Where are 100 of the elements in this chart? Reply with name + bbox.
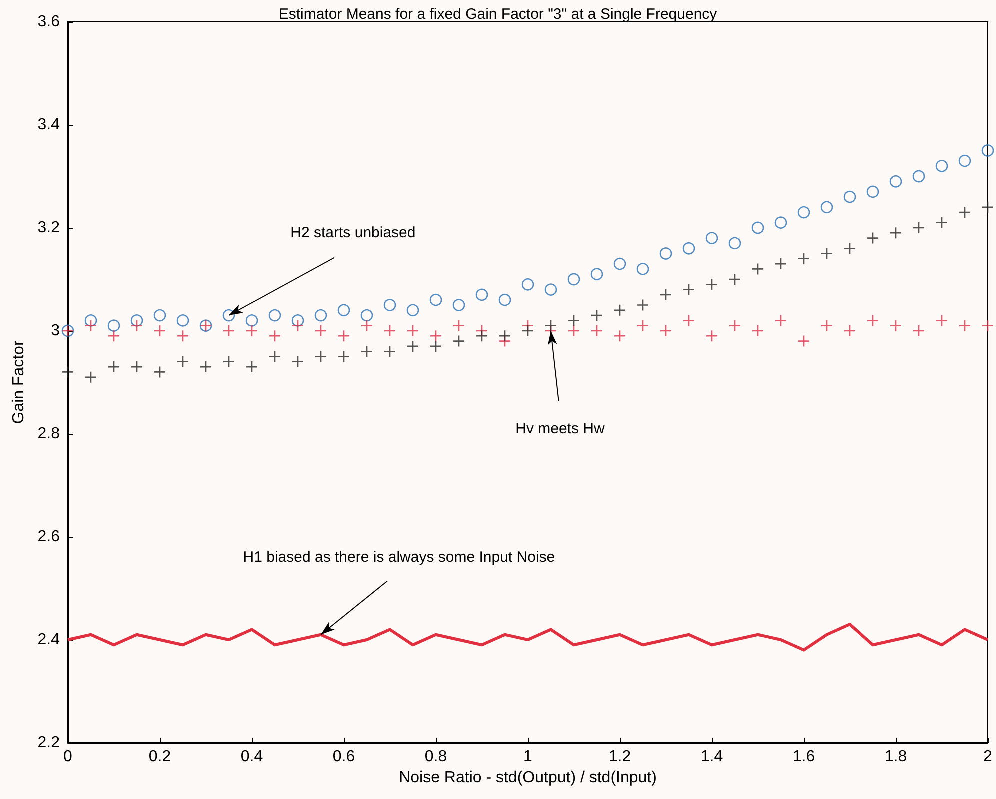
point [890, 227, 902, 240]
point [384, 324, 396, 338]
point [154, 324, 166, 338]
point [682, 242, 696, 255]
point [958, 206, 972, 219]
x-tick-label: 0.8 [424, 748, 448, 766]
x-tick-label: 1.6 [792, 748, 816, 766]
point [314, 309, 328, 322]
point [108, 360, 120, 374]
point [360, 320, 374, 332]
annotation: H1 biased as there is always some Input Noise [243, 549, 556, 566]
point [406, 324, 420, 338]
point [338, 304, 350, 317]
point [200, 360, 212, 374]
point [590, 309, 604, 322]
point [706, 278, 718, 291]
x-tick-label: 2 [984, 748, 993, 766]
point [154, 366, 166, 378]
point [866, 186, 880, 198]
point [176, 314, 190, 327]
point [222, 324, 236, 338]
point [752, 222, 764, 234]
point [958, 154, 972, 168]
point [338, 330, 350, 342]
point [430, 340, 442, 353]
point [222, 309, 236, 322]
point [982, 320, 994, 332]
point [268, 309, 282, 322]
x-tick-label: 1 [524, 748, 533, 766]
chart-title: Estimator Means for a fixed Gain Factor "3" at a Single Frequency [278, 6, 718, 23]
point [660, 288, 672, 302]
point [728, 320, 742, 332]
point [936, 216, 948, 229]
point [268, 350, 282, 363]
x-tick-label: 1.2 [608, 748, 632, 766]
point [176, 356, 190, 368]
point [590, 268, 604, 280]
x-tick-label: 1.8 [884, 748, 908, 766]
point [590, 324, 604, 338]
point [498, 330, 512, 342]
y-tick-label: 2.2 [38, 734, 60, 752]
y-axis-title: Gain Factor [10, 340, 28, 424]
point [406, 340, 420, 353]
point [268, 330, 282, 342]
y-tick-label: 2.4 [38, 632, 60, 648]
point [752, 263, 764, 276]
point [246, 360, 258, 374]
point [982, 201, 994, 214]
point [568, 273, 580, 286]
point [246, 324, 258, 338]
point [614, 304, 626, 317]
point [292, 314, 304, 327]
x-tick-label: 1.4 [700, 748, 724, 766]
point [452, 320, 466, 332]
point [292, 356, 304, 368]
point [568, 324, 580, 338]
x-tick-label: 0.6 [332, 748, 356, 766]
point [130, 360, 144, 374]
annotation: H2 starts unbiased [290, 224, 416, 242]
point [728, 273, 742, 286]
point [936, 160, 948, 172]
point [636, 299, 650, 312]
point [844, 190, 856, 204]
point [728, 237, 742, 250]
point [912, 222, 926, 234]
y-tick-label: 3.6 [38, 14, 60, 30]
x-tick-label: 0.4 [240, 748, 264, 766]
point [660, 248, 672, 260]
point [936, 314, 948, 327]
point [108, 330, 120, 342]
point [544, 320, 558, 332]
point [176, 330, 190, 342]
point [154, 309, 166, 322]
point [706, 232, 718, 244]
point [130, 320, 144, 332]
point [912, 170, 926, 183]
point [338, 350, 350, 363]
point [890, 320, 902, 332]
point [890, 176, 902, 188]
x-axis-title: Noise Ratio - std(Output) / std(Input) [399, 769, 657, 786]
point [866, 232, 880, 244]
point [774, 258, 788, 270]
point [384, 345, 396, 358]
point [982, 144, 994, 157]
point [844, 324, 856, 338]
point [222, 356, 236, 368]
annotation: Hv meets Hw [516, 420, 605, 438]
point [660, 324, 672, 338]
y-tick-label: 3.4 [38, 116, 60, 134]
point [636, 320, 650, 332]
point [108, 320, 120, 332]
point [706, 330, 718, 342]
y-tick-label: 2.8 [38, 426, 60, 442]
point [798, 335, 810, 348]
point [636, 263, 650, 276]
x-tick-label: 0.2 [148, 748, 172, 766]
point [522, 324, 534, 338]
point [614, 258, 626, 270]
point [430, 330, 442, 342]
point [476, 288, 488, 302]
